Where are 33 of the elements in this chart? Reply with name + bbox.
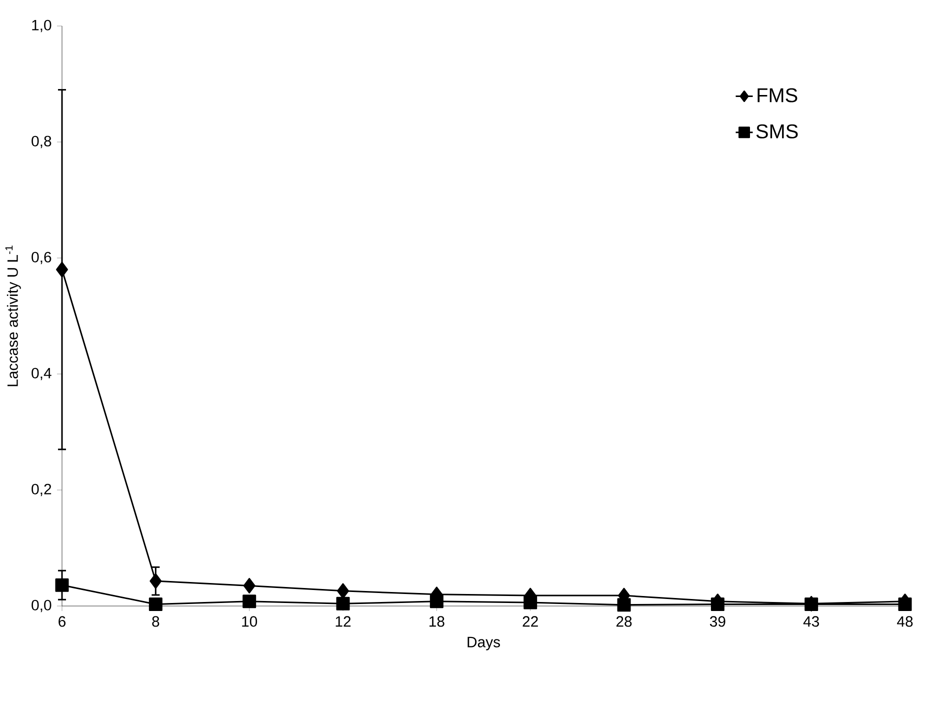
point — [524, 596, 538, 610]
point — [242, 594, 256, 608]
point — [710, 598, 724, 612]
point — [55, 578, 69, 592]
legend-label: FMS — [758, 88, 798, 102]
x-tick-label: 43 — [803, 616, 819, 627]
x-tick-label: 6 — [58, 616, 66, 627]
x-tick-label: 39 — [710, 616, 726, 627]
x-tick-label: 22 — [522, 616, 538, 627]
point — [150, 573, 162, 589]
point — [56, 262, 68, 278]
y-axis-title: Laccase activity U L$^{-1}$ — [5, 246, 21, 386]
x-tick-label: 18 — [430, 616, 444, 627]
x-tick-label: 28 — [616, 616, 632, 627]
y-tick-label: 0,6 — [32, 252, 52, 264]
point — [243, 578, 256, 594]
x-tick-label: 12 — [336, 616, 351, 627]
point — [148, 598, 162, 612]
point — [430, 594, 444, 608]
point — [617, 598, 631, 612]
y-tick-label: 0,8 — [32, 136, 52, 148]
y-tick-label: 0,0 — [32, 600, 52, 612]
y-tick-label: 0,4 — [32, 368, 52, 380]
legend-label: SMS — [756, 124, 798, 138]
x-tick-label: 48 — [897, 616, 913, 627]
point — [898, 598, 912, 612]
point — [337, 583, 349, 599]
y-tick-label: 0,2 — [32, 484, 52, 496]
x-tick-label: 8 — [152, 616, 160, 627]
y-tick-label: 1,0 — [32, 20, 52, 32]
point — [336, 596, 350, 610]
x-axis-title: Days — [468, 636, 500, 650]
x-tick-label: 10 — [242, 616, 258, 627]
